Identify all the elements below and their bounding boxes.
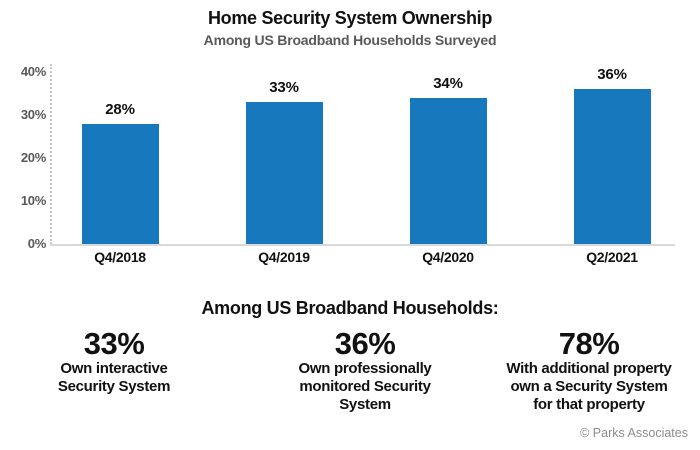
bar-value-label: 28% [105, 100, 135, 118]
bar-value-label: 33% [269, 79, 299, 97]
bar-Q4/2018 [81, 123, 159, 244]
y-axis-tick-label: 30% [20, 107, 46, 122]
copyright-credit: © Parks Associates [580, 426, 688, 440]
stat-label-line: Security System [57, 378, 171, 395]
summary-heading: Among US Broadband Households: [201, 298, 499, 318]
y-axis-tick-label: 0% [27, 236, 47, 251]
x-axis-tick-label: Q4/2019 [258, 249, 310, 265]
bar-value-label: 34% [433, 74, 463, 92]
stat-label-line: System [339, 396, 391, 413]
chart-subtitle: Among US Broadband Households Surveyed [203, 32, 497, 48]
x-axis-baseline [50, 244, 675, 246]
x-axis-tick-label: Q4/2018 [94, 249, 146, 265]
stat-label-line: monitored Security [299, 378, 431, 395]
summary-stat: 36% Own professionally monitored Security S… [255, 328, 475, 414]
bar-value-label: 36% [597, 66, 627, 84]
stat-label-line: for that property [533, 396, 645, 413]
stat-label-line: Own interactive [60, 360, 168, 377]
summary-stat: 78% With additional property own a Securit… [478, 328, 700, 414]
bar-Q2/2021 [573, 89, 651, 244]
stat-label-line: With additional property [506, 360, 672, 377]
y-axis-tick-label: 10% [20, 193, 46, 208]
chart-title: Home Security System Ownership [207, 8, 493, 28]
bar-chart: 0% 10% 20% 30% 40% 28% Q4/2018 33% Q4/2019 34% Q4/… [0, 60, 700, 270]
y-axis-line [50, 64, 52, 244]
bar-Q4/2019 [245, 102, 323, 244]
x-axis-tick-label: Q2/2021 [586, 249, 638, 265]
summary-stat: 33% Own interactive Security System [8, 328, 220, 396]
bar-Q4/2020 [409, 97, 487, 244]
x-axis-tick-label: Q4/2020 [422, 249, 474, 265]
stat-value: 78% [558, 326, 620, 361]
y-axis-tick-label: 40% [20, 64, 46, 79]
stat-value: 36% [334, 326, 396, 361]
y-axis-tick-label: 20% [20, 150, 46, 165]
stat-value: 33% [83, 326, 145, 361]
stat-label-line: own a Security System [510, 378, 668, 395]
stat-label-line: Own professionally [298, 360, 432, 377]
